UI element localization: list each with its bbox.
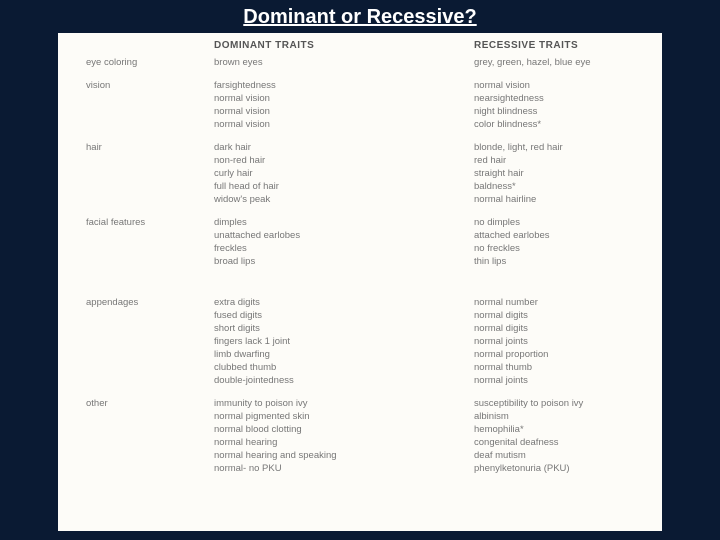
trait-line: normal hearing and speaking (214, 449, 474, 462)
trait-line: normal joints (474, 374, 660, 387)
trait-line: fingers lack 1 joint (214, 335, 474, 348)
trait-line: straight hair (474, 167, 660, 180)
trait-line: clubbed thumb (214, 361, 474, 374)
trait-line: attached earlobes (474, 229, 660, 242)
table-row: otherimmunity to poison ivynormal pigmen… (86, 397, 660, 475)
trait-line: brown eyes (214, 56, 474, 69)
trait-line: normal digits (474, 309, 660, 322)
trait-line: congenital deafness (474, 436, 660, 449)
dominant-cell: farsightednessnormal visionnormal vision… (214, 79, 474, 131)
category-label: hair (86, 141, 214, 206)
trait-line: no freckles (474, 242, 660, 255)
trait-line: no dimples (474, 216, 660, 229)
trait-line: normal number (474, 296, 660, 309)
trait-line: widow's peak (214, 193, 474, 206)
header-dominant: DOMINANT TRAITS (214, 39, 474, 52)
table-row: appendagesextra digitsfused digitsshort … (86, 296, 660, 387)
trait-line: double-jointedness (214, 374, 474, 387)
trait-line: unattached earlobes (214, 229, 474, 242)
traits-sheet: DOMINANT TRAITS RECESSIVE TRAITS eye col… (58, 33, 662, 531)
trait-line: normal vision (214, 105, 474, 118)
trait-line: normal pigmented skin (214, 410, 474, 423)
recessive-cell: normal numbernormal digitsnormal digitsn… (474, 296, 660, 387)
trait-line: normal hearing (214, 436, 474, 449)
trait-line: blonde, light, red hair (474, 141, 660, 154)
table-row: facial featuresdimplesunattached earlobe… (86, 216, 660, 268)
dominant-cell: brown eyes (214, 56, 474, 69)
category-label: appendages (86, 296, 214, 387)
trait-line: freckles (214, 242, 474, 255)
category-label: other (86, 397, 214, 475)
category-label: vision (86, 79, 214, 131)
trait-line: grey, green, hazel, blue eye (474, 56, 660, 69)
table-row: visionfarsightednessnormal visionnormal … (86, 79, 660, 131)
trait-line: deaf mutism (474, 449, 660, 462)
trait-line: non-red hair (214, 154, 474, 167)
dominant-cell: dark hairnon-red haircurly hairfull head… (214, 141, 474, 206)
table-row: hairdark hairnon-red haircurly hairfull … (86, 141, 660, 206)
trait-line: curly hair (214, 167, 474, 180)
recessive-cell: no dimplesattached earlobesno frecklesth… (474, 216, 660, 268)
trait-line: susceptibility to poison ivy (474, 397, 660, 410)
trait-line: normal blood clotting (214, 423, 474, 436)
trait-line: normal hairline (474, 193, 660, 206)
trait-line: normal proportion (474, 348, 660, 361)
trait-line: normal- no PKU (214, 462, 474, 475)
table-header-row: DOMINANT TRAITS RECESSIVE TRAITS (86, 39, 660, 52)
trait-line: normal thumb (474, 361, 660, 374)
trait-line: normal vision (214, 118, 474, 131)
trait-line: hemophilia* (474, 423, 660, 436)
trait-line: thin lips (474, 255, 660, 268)
dominant-cell: immunity to poison ivynormal pigmented s… (214, 397, 474, 475)
recessive-cell: blonde, light, red hairred hairstraight … (474, 141, 660, 206)
trait-line: baldness* (474, 180, 660, 193)
trait-line: color blindness* (474, 118, 660, 131)
trait-line: broad lips (214, 255, 474, 268)
trait-line: short digits (214, 322, 474, 335)
recessive-cell: normal visionnearsightednessnight blindn… (474, 79, 660, 131)
dominant-cell: extra digitsfused digitsshort digitsfing… (214, 296, 474, 387)
trait-line: night blindness (474, 105, 660, 118)
trait-line: phenylketonuria (PKU) (474, 462, 660, 475)
trait-line: albinism (474, 410, 660, 423)
page-title: Dominant or Recessive? (0, 0, 720, 33)
dominant-cell: dimplesunattached earlobesfrecklesbroad … (214, 216, 474, 268)
trait-line: limb dwarfing (214, 348, 474, 361)
trait-line: normal vision (214, 92, 474, 105)
trait-line: immunity to poison ivy (214, 397, 474, 410)
trait-line: extra digits (214, 296, 474, 309)
trait-line: normal vision (474, 79, 660, 92)
table-row: eye coloringbrown eyesgrey, green, hazel… (86, 56, 660, 69)
trait-line: fused digits (214, 309, 474, 322)
recessive-cell: susceptibility to poison ivyalbinismhemo… (474, 397, 660, 475)
trait-line: red hair (474, 154, 660, 167)
trait-line: dark hair (214, 141, 474, 154)
trait-line: dimples (214, 216, 474, 229)
trait-line: full head of hair (214, 180, 474, 193)
trait-line: nearsightedness (474, 92, 660, 105)
trait-line: farsightedness (214, 79, 474, 92)
trait-line: normal joints (474, 335, 660, 348)
recessive-cell: grey, green, hazel, blue eye (474, 56, 660, 69)
header-category (86, 39, 214, 52)
table-body: eye coloringbrown eyesgrey, green, hazel… (86, 56, 660, 475)
header-recessive: RECESSIVE TRAITS (474, 39, 660, 52)
trait-line: normal digits (474, 322, 660, 335)
category-label: eye coloring (86, 56, 214, 69)
category-label: facial features (86, 216, 214, 268)
